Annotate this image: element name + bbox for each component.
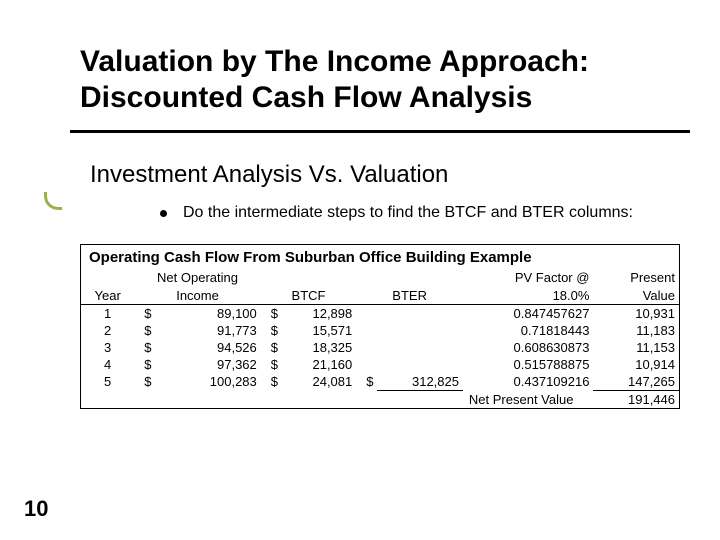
bullet-item: Do the intermediate steps to find the BT… xyxy=(0,189,720,224)
bullet-dot-icon xyxy=(160,210,167,217)
col-pv-l1: PV Factor @ xyxy=(463,268,593,287)
cell-noi: 100,283 xyxy=(156,373,261,391)
cell-pvf: 0.608630873 xyxy=(463,339,593,356)
cell-year: 1 xyxy=(81,304,134,322)
col-year: Year xyxy=(81,287,134,305)
dollar-sign xyxy=(356,304,377,322)
cell-year: 4 xyxy=(81,356,134,373)
col-bter: BTER xyxy=(356,287,463,305)
cell-pvf: 0.515788875 xyxy=(463,356,593,373)
cell-noi: 94,526 xyxy=(156,339,261,356)
cell-btcf: 15,571 xyxy=(282,322,356,339)
page-number: 10 xyxy=(24,496,48,522)
dollar-sign: $ xyxy=(261,356,282,373)
table-npv-row: Net Present Value 191,446 xyxy=(81,390,679,408)
dollar-sign: $ xyxy=(134,356,155,373)
title-line-1: Valuation by The Income Approach: xyxy=(80,45,589,78)
cell-btcf: 18,325 xyxy=(282,339,356,356)
npv-value: 191,446 xyxy=(593,390,679,408)
dollar-sign: $ xyxy=(134,373,155,391)
cell-pvf: 0.437109216 xyxy=(463,373,593,391)
cell-btcf: 24,081 xyxy=(282,373,356,391)
table-row: 5 $ 100,283 $ 24,081 $ 312,825 0.4371092… xyxy=(81,373,679,391)
dollar-sign: $ xyxy=(261,304,282,322)
dollar-sign: $ xyxy=(261,373,282,391)
cell-year: 5 xyxy=(81,373,134,391)
dollar-sign xyxy=(356,339,377,356)
col-btcf: BTCF xyxy=(261,287,356,305)
cell-bter xyxy=(377,356,463,373)
table-header-row-1: Net Operating PV Factor @ Present xyxy=(81,268,679,287)
col-noi-l1: Net Operating xyxy=(134,268,260,287)
cell-noi: 97,362 xyxy=(156,356,261,373)
cell-pv: 11,183 xyxy=(593,322,679,339)
dollar-sign xyxy=(356,322,377,339)
dollar-sign xyxy=(356,356,377,373)
subtitle: Investment Analysis Vs. Valuation xyxy=(0,133,720,189)
table-caption: Operating Cash Flow From Suburban Office… xyxy=(81,245,679,268)
cell-btcf: 12,898 xyxy=(282,304,356,322)
table-row: 3 $ 94,526 $ 18,325 0.608630873 11,153 xyxy=(81,339,679,356)
col-pv-l2: 18.0% xyxy=(463,287,593,305)
table-header-row-2: Year Income BTCF BTER 18.0% Value xyxy=(81,287,679,305)
col-noi-l2: Income xyxy=(134,287,260,305)
cashflow-table: Operating Cash Flow From Suburban Office… xyxy=(80,244,680,409)
cell-pv: 10,931 xyxy=(593,304,679,322)
cell-bter xyxy=(377,304,463,322)
title-line-2: Discounted Cash Flow Analysis xyxy=(80,81,532,114)
cell-year: 3 xyxy=(81,339,134,356)
cell-pv: 11,153 xyxy=(593,339,679,356)
dollar-sign: $ xyxy=(356,373,377,391)
cell-bter xyxy=(377,322,463,339)
col-present-l1: Present xyxy=(593,268,679,287)
dollar-sign: $ xyxy=(134,304,155,322)
bullet-text: Do the intermediate steps to find the BT… xyxy=(183,203,633,224)
cell-bter xyxy=(377,339,463,356)
table-row: 2 $ 91,773 $ 15,571 0.71818443 11,183 xyxy=(81,322,679,339)
dollar-sign: $ xyxy=(261,322,282,339)
dollar-sign: $ xyxy=(134,339,155,356)
table-row: 1 $ 89,100 $ 12,898 0.847457627 10,931 xyxy=(81,304,679,322)
cell-pvf: 0.71818443 xyxy=(463,322,593,339)
cell-bter: 312,825 xyxy=(377,373,463,391)
cell-pv: 10,914 xyxy=(593,356,679,373)
cell-noi: 91,773 xyxy=(156,322,261,339)
npv-label: Net Present Value xyxy=(81,390,593,408)
cell-year: 2 xyxy=(81,322,134,339)
col-present-l2: Value xyxy=(593,287,679,305)
cell-noi: 89,100 xyxy=(156,304,261,322)
dollar-sign: $ xyxy=(134,322,155,339)
cell-pv: 147,265 xyxy=(593,373,679,391)
table-row: 4 $ 97,362 $ 21,160 0.515788875 10,914 xyxy=(81,356,679,373)
cell-pvf: 0.847457627 xyxy=(463,304,593,322)
cell-btcf: 21,160 xyxy=(282,356,356,373)
dollar-sign: $ xyxy=(261,339,282,356)
